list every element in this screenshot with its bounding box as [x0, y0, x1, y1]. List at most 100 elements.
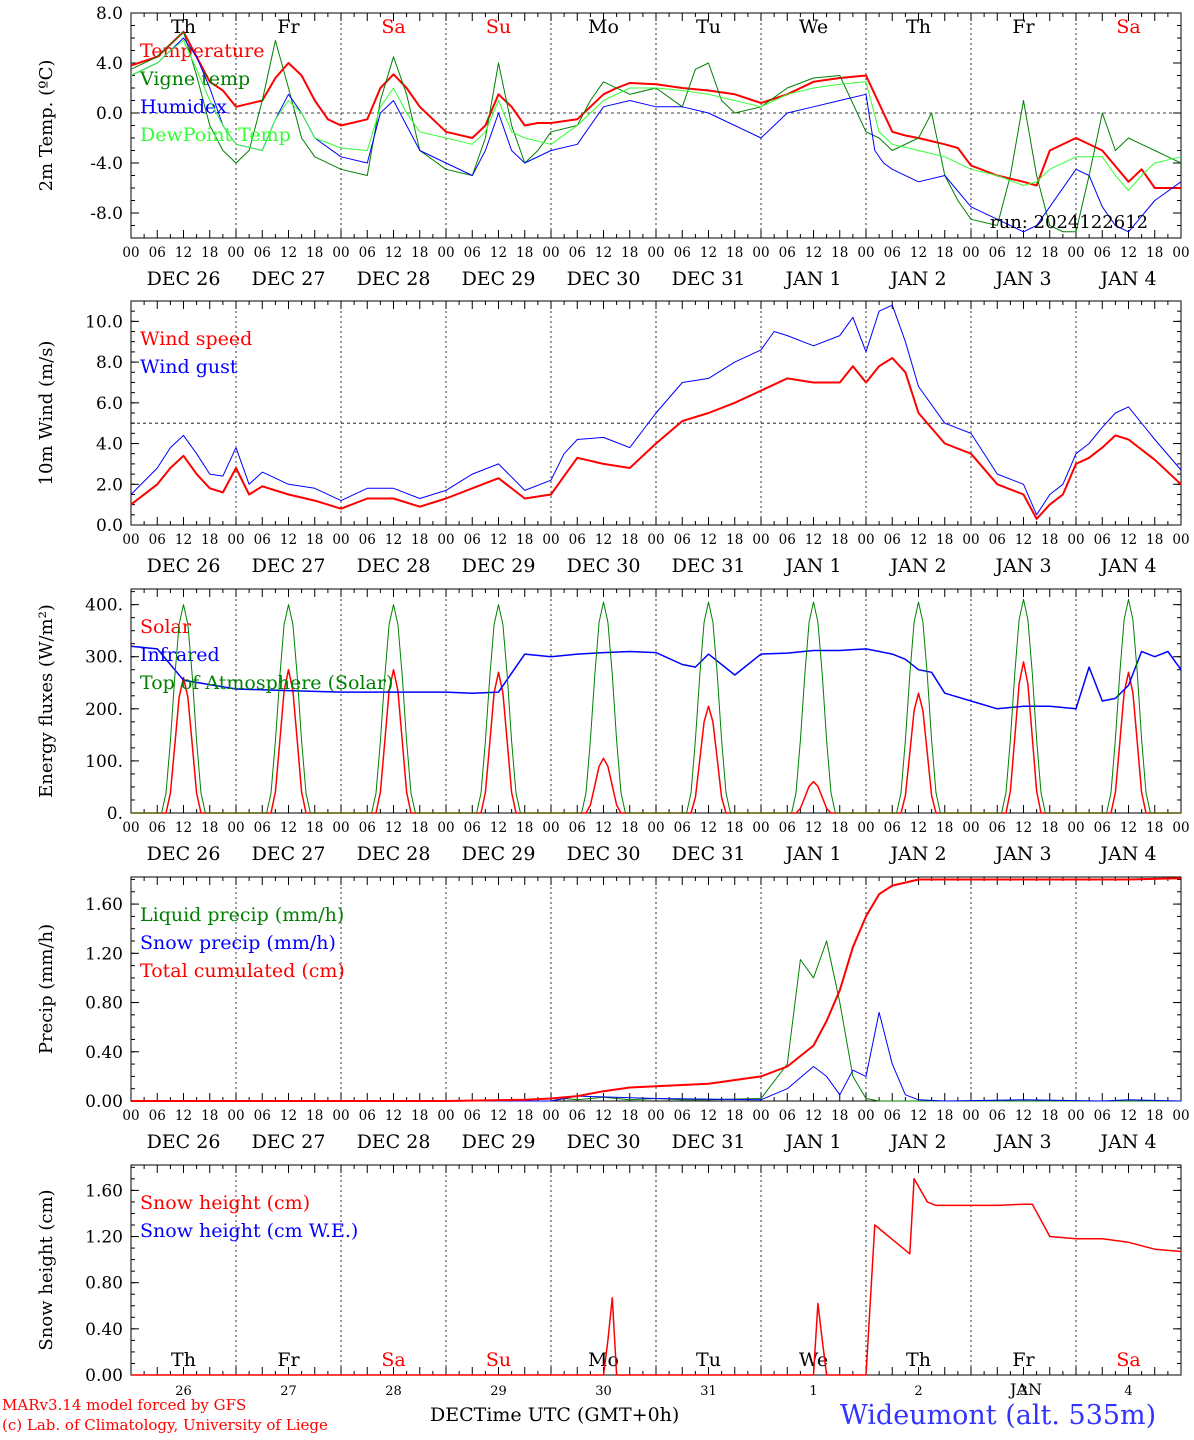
x-hour-label: 00	[332, 1108, 349, 1124]
x-date-label: JAN 3	[993, 555, 1051, 577]
x-date-label: DEC 26	[147, 1131, 221, 1153]
x-hour-label: 06	[989, 245, 1006, 261]
x-hour-label: 18	[306, 820, 323, 836]
series-line-wind-gust	[130, 304, 1182, 516]
x-hour-label: 00	[962, 1108, 979, 1124]
x-hour-label: 06	[464, 1108, 481, 1124]
weekday-label: Th	[906, 1349, 931, 1371]
x-hour-label: 12	[910, 820, 927, 836]
x-hour-label: 00	[857, 1108, 874, 1124]
day-number-label: 26	[175, 1384, 192, 1399]
x-hour-label: 06	[254, 532, 271, 548]
x-date-label: JAN 1	[783, 268, 841, 290]
x-date-label: JAN 1	[783, 843, 841, 865]
x-hour-label: 12	[490, 245, 507, 261]
x-hour-label: 18	[726, 1108, 743, 1124]
x-hour-label: 12	[280, 245, 297, 261]
x-hour-label: 06	[989, 1108, 1006, 1124]
x-hour-label: 06	[1094, 1108, 1111, 1124]
x-hour-label: 12	[1120, 245, 1137, 261]
y-tick-label: 8.0	[96, 4, 123, 24]
x-hour-label: 18	[1146, 532, 1163, 548]
x-hour-label: 00	[752, 245, 769, 261]
x-hour-label: 12	[1015, 245, 1032, 261]
weekday-label: Fr	[1012, 16, 1035, 38]
day-number-label: 2	[914, 1384, 922, 1399]
x-date-label: DEC 28	[357, 268, 431, 290]
weekday-label: Tu	[696, 1349, 721, 1371]
y-tick-label: -4.0	[90, 154, 123, 174]
x-hour-label: 06	[779, 532, 796, 548]
legend-entry: Wind gust	[140, 356, 238, 378]
series-line-snow-precip-mm-h-	[131, 1011, 1182, 1102]
x-hour-label: 12	[700, 245, 717, 261]
x-hour-label: 18	[831, 532, 848, 548]
x-hour-label: 12	[595, 532, 612, 548]
x-hour-label: 06	[1094, 245, 1111, 261]
x-hour-label: 00	[857, 532, 874, 548]
day-number-label: 29	[490, 1384, 507, 1399]
y-tick-label: 0.80	[85, 1274, 123, 1294]
x-hour-label: 06	[359, 1108, 376, 1124]
x-hour-label: 00	[332, 532, 349, 548]
x-hour-label: 06	[779, 820, 796, 836]
weekday-label: Th	[171, 1349, 196, 1371]
day-number-label: 1	[809, 1384, 817, 1399]
y-tick-label: 8.0	[96, 353, 123, 373]
x-hour-label: 00	[1067, 820, 1084, 836]
x-hour-label: 00	[752, 1108, 769, 1124]
x-hour-label: 12	[1120, 820, 1137, 836]
x-date-label: DEC 29	[462, 1131, 536, 1153]
series-line-liquid-precip-mm-h-	[131, 940, 1181, 1102]
x-hour-label: 12	[1120, 1108, 1137, 1124]
x-hour-label: 06	[149, 532, 166, 548]
x-hour-label: 00	[227, 820, 244, 836]
x-hour-label: 00	[962, 532, 979, 548]
x-hour-label: 00	[647, 245, 664, 261]
series-line-total-cumulated-cm-	[131, 877, 1182, 1102]
y-tick-label: 0.40	[85, 1320, 123, 1340]
x-hour-label: 06	[674, 532, 691, 548]
x-hour-label: 00	[857, 245, 874, 261]
x-hour-label: 12	[385, 1108, 402, 1124]
x-hour-label: 18	[621, 532, 638, 548]
x-hour-label: 00	[227, 532, 244, 548]
x-date-label: DEC 30	[567, 268, 641, 290]
x-date-label: JAN 2	[888, 843, 946, 865]
x-date-label: DEC 29	[462, 843, 536, 865]
y-tick-label: 100.	[85, 752, 123, 772]
x-hour-label: 12	[910, 245, 927, 261]
x-hour-label: 18	[1146, 245, 1163, 261]
legend-entry: Snow height (cm W.E.)	[140, 1220, 358, 1242]
x-hour-label: 06	[464, 245, 481, 261]
x-hour-label: 06	[674, 820, 691, 836]
station-label: Wideumont (alt. 535m)	[840, 1400, 1157, 1431]
legend-entry: Snow height (cm)	[140, 1192, 310, 1214]
x-hour-label: 12	[490, 820, 507, 836]
legend-entry: Snow precip (mm/h)	[140, 932, 336, 954]
weekday-label: Fr	[277, 16, 300, 38]
y-tick-label: 1.60	[85, 1181, 123, 1201]
x-hour-label: 18	[1041, 245, 1058, 261]
x-hour-label: 00	[1067, 1108, 1084, 1124]
x-hour-label: 18	[516, 1108, 533, 1124]
x-hour-label: 18	[936, 1108, 953, 1124]
x-hour-label: 18	[936, 820, 953, 836]
weekday-label: Th	[906, 16, 931, 38]
x-hour-label: 00	[752, 532, 769, 548]
x-hour-label: 00	[1172, 245, 1189, 261]
weekday-label: Fr	[1012, 1349, 1035, 1371]
x-hour-label: 00	[647, 532, 664, 548]
x-hour-label: 12	[175, 1108, 192, 1124]
x-hour-label: 00	[1172, 1108, 1189, 1124]
x-hour-label: 18	[831, 1108, 848, 1124]
legend-entry: Vigne temp	[139, 68, 250, 90]
x-hour-label: 00	[1172, 820, 1189, 836]
x-hour-label: 18	[621, 245, 638, 261]
x-hour-label: 18	[516, 245, 533, 261]
x-hour-label: 18	[306, 532, 323, 548]
x-hour-label: 06	[359, 532, 376, 548]
weekday-label: Tu	[696, 16, 721, 38]
x-hour-label: 00	[122, 1108, 139, 1124]
